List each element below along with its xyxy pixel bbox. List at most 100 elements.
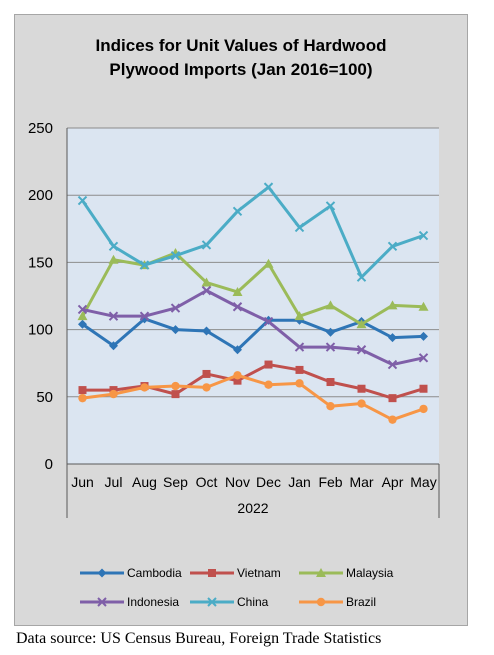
plot-area <box>67 128 439 464</box>
point-china <box>77 195 88 206</box>
point-vietnam <box>202 369 211 378</box>
point-vietnam <box>388 394 397 403</box>
x-tick-label: May <box>410 474 436 490</box>
point-vietnam <box>295 365 304 374</box>
point-china <box>170 250 181 261</box>
chart-title: Indices for Unit Values of Hardwood Plyw… <box>14 34 468 82</box>
legend-marker-indonesia <box>97 597 107 607</box>
point-indonesia <box>387 359 398 370</box>
point-china <box>108 241 119 251</box>
x-year-label: 2022 <box>237 500 268 516</box>
x-tick-label: Nov <box>225 474 250 490</box>
x-tick-label: Aug <box>132 474 157 490</box>
legend-label-malaysia: Malaysia <box>346 566 394 580</box>
point-indonesia <box>232 302 243 312</box>
legend <box>72 557 404 615</box>
point-malaysia <box>387 300 398 310</box>
point-china <box>263 182 274 192</box>
series-line-vietnam <box>82 363 424 400</box>
point-china <box>387 241 398 251</box>
x-tick-label: Jun <box>71 474 94 490</box>
point-indonesia <box>201 285 212 296</box>
series-line-indonesia <box>82 289 424 367</box>
point-indonesia <box>418 353 429 363</box>
point-brazil <box>140 383 149 392</box>
point-china <box>294 222 305 233</box>
y-tick-label: 250 <box>28 120 53 137</box>
y-tick-label: 200 <box>28 187 53 204</box>
point-indonesia <box>108 311 119 321</box>
y-tick-label: 0 <box>45 456 53 473</box>
point-cambodia <box>419 331 428 341</box>
point-malaysia <box>108 254 119 264</box>
point-indonesia <box>139 311 150 321</box>
point-brazil <box>388 415 397 424</box>
point-indonesia <box>263 316 274 327</box>
point-china <box>201 240 212 250</box>
point-indonesia <box>77 304 88 315</box>
legend-marker-china <box>207 597 217 607</box>
point-vietnam <box>171 390 180 399</box>
point-brazil <box>78 393 87 403</box>
point-china <box>232 206 243 217</box>
x-tick-label: Jan <box>288 474 311 490</box>
point-cambodia <box>109 341 118 351</box>
point-brazil <box>326 402 335 411</box>
point-vietnam <box>326 378 335 387</box>
legend-marker-brazil <box>316 597 326 607</box>
point-brazil <box>109 389 118 399</box>
point-vietnam <box>264 360 273 369</box>
point-malaysia <box>325 300 336 310</box>
series-line-china <box>81 185 424 279</box>
point-cambodia <box>78 319 87 329</box>
data-source-note: Data source: US Census Bureau, Foreign T… <box>16 630 382 647</box>
point-china <box>418 230 429 241</box>
legend-label-vietnam: Vietnam <box>237 566 281 580</box>
point-cambodia <box>388 333 397 343</box>
legend-marker-vietnam <box>208 569 216 577</box>
point-malaysia <box>294 311 305 321</box>
legend-marker-malaysia <box>316 568 326 577</box>
legend-label-indonesia: Indonesia <box>127 595 179 609</box>
point-indonesia <box>170 303 181 313</box>
y-tick-label: 150 <box>28 254 53 271</box>
point-cambodia <box>171 325 180 335</box>
chart-title-line-2: Plywood Imports (Jan 2016=100) <box>109 60 373 79</box>
point-brazil <box>233 371 242 380</box>
point-malaysia <box>356 319 367 329</box>
point-malaysia <box>201 277 212 287</box>
point-brazil <box>357 399 366 408</box>
point-indonesia <box>325 342 336 352</box>
point-china <box>139 260 150 270</box>
y-tick-label: 50 <box>36 389 53 406</box>
point-brazil <box>171 381 180 391</box>
point-vietnam <box>78 386 87 395</box>
y-tick-label: 100 <box>28 322 53 339</box>
legend-label-china: China <box>237 595 269 609</box>
point-vietnam <box>233 376 242 385</box>
x-tick-label: Feb <box>318 474 342 490</box>
x-tick-label: Oct <box>196 474 218 490</box>
x-tick-label: Jul <box>105 474 123 490</box>
point-indonesia <box>294 342 305 352</box>
point-malaysia <box>232 286 243 296</box>
point-cambodia <box>233 345 242 355</box>
x-tick-label: Dec <box>256 474 281 490</box>
point-malaysia <box>77 311 88 321</box>
x-tick-label: Mar <box>349 474 373 490</box>
series-line-brazil <box>82 373 424 422</box>
point-brazil <box>295 379 304 388</box>
point-brazil <box>419 404 428 414</box>
point-malaysia <box>263 258 274 268</box>
point-indonesia <box>356 345 367 355</box>
legend-label-brazil: Brazil <box>346 595 376 609</box>
point-cambodia <box>326 327 335 337</box>
point-vietnam <box>357 384 366 393</box>
point-vietnam <box>419 384 428 393</box>
point-malaysia <box>418 301 429 311</box>
series-line-cambodia <box>81 317 424 352</box>
x-tick-label: Apr <box>382 474 404 490</box>
point-brazil <box>264 380 273 389</box>
series-line-malaysia <box>81 251 424 326</box>
